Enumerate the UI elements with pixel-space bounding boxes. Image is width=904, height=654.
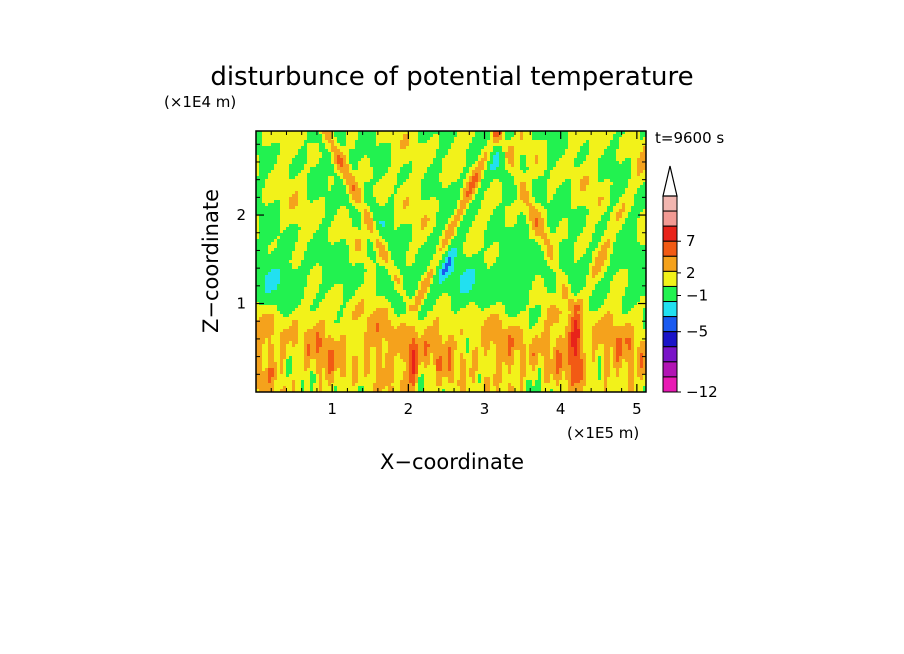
colorbar-level [662,240,678,257]
colorbar-level [662,255,678,272]
colorbar-level [662,331,678,348]
y-tick-label: 2 [236,206,246,224]
y-tick-label: 1 [236,295,246,313]
x-unit-label: (×1E5 m) [567,424,639,442]
colorbar-level [662,285,678,303]
colorbar-label: −5 [686,323,708,341]
colorbar-level [662,376,678,393]
colorbar: 7 2 −1 −5 −12 [662,165,718,401]
y-unit-label: (×1E4 m) [164,93,236,111]
colorbar-label: 7 [686,232,696,250]
colorbar-level [662,225,678,242]
x-tick-label: 1 [327,400,337,418]
time-label: t=9600 s [655,129,724,147]
colorbar-level [662,210,678,227]
x-tick-label: 3 [480,400,490,418]
colorbar-level [662,361,678,378]
contour-field [256,131,646,392]
plot-frame [255,130,647,393]
colorbar-level [662,301,678,318]
x-tick-label: 5 [632,400,642,418]
colorbar-label: 2 [686,264,696,282]
colorbar-level [662,346,678,363]
chart-title: disturbunce of potential temperature [210,62,693,92]
colorbar-extend-arrow [662,165,678,197]
colorbar-label: −12 [686,383,718,401]
colorbar-label: −1 [686,287,708,305]
x-axis-label: X−coordinate [380,450,524,474]
y-axis-label: Z−coordinate [199,189,223,333]
y-axis: 12 [236,143,646,375]
colorbar-level [662,316,678,333]
colorbar-level [662,195,678,212]
x-tick-label: 2 [404,400,414,418]
colorbar-level [662,270,678,287]
x-tick-label: 4 [556,400,566,418]
x-axis: 1 2 3 4 5 [270,131,642,418]
